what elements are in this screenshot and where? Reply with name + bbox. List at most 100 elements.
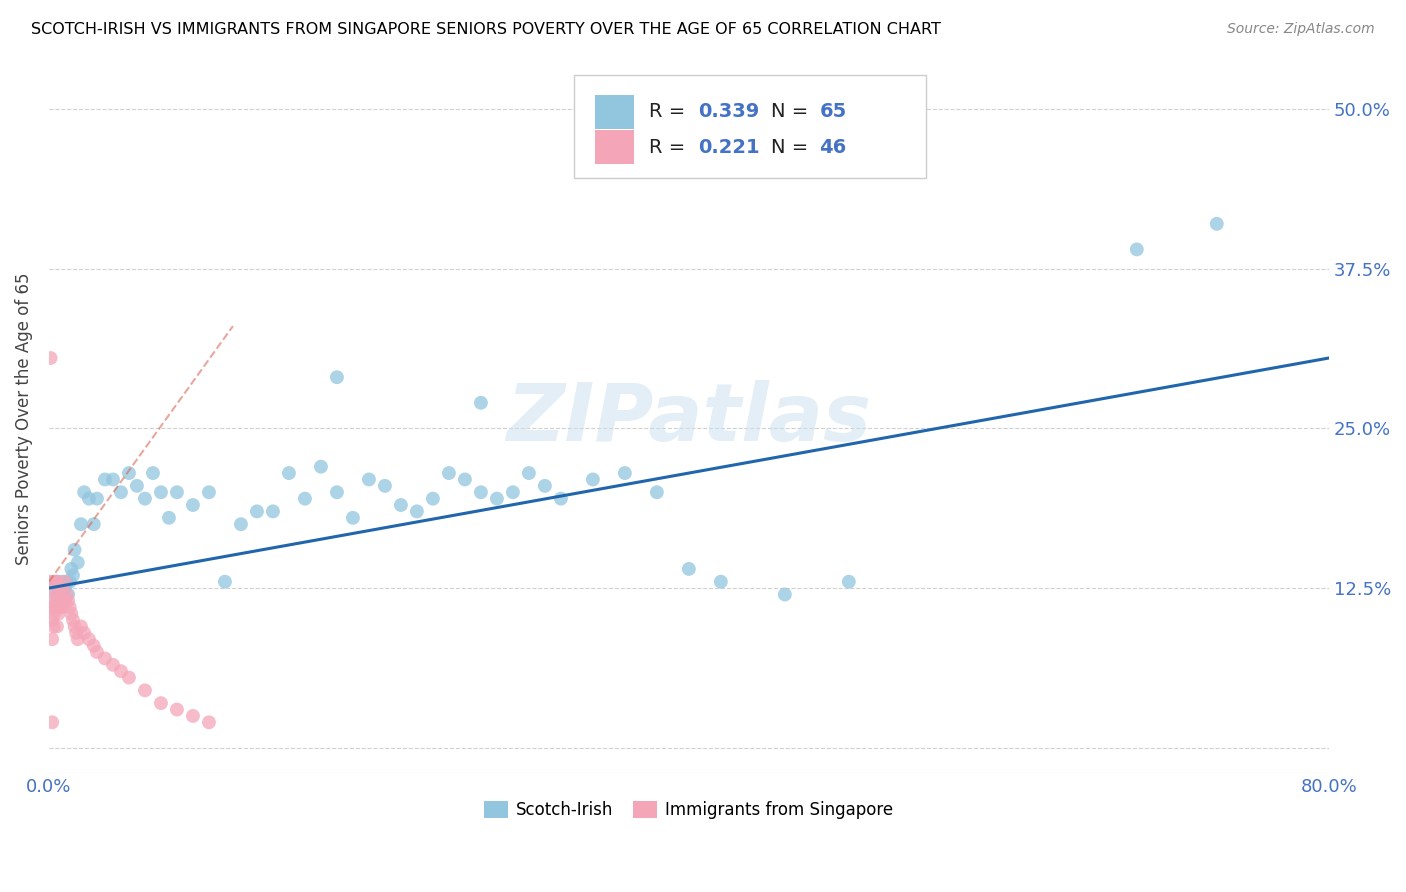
Point — [42, 574, 65, 589]
Text: N =: N = — [770, 103, 814, 121]
Point — [326, 485, 349, 500]
Point — [49, 594, 72, 608]
Point — [48, 587, 70, 601]
Point — [51, 600, 73, 615]
Point — [59, 600, 82, 615]
Point — [60, 562, 83, 576]
Point — [309, 459, 332, 474]
Point — [326, 370, 349, 384]
Point — [46, 574, 69, 589]
Point — [59, 574, 82, 589]
Text: 0.221: 0.221 — [697, 137, 759, 157]
Point — [181, 498, 204, 512]
Point — [198, 485, 221, 500]
Point — [53, 581, 76, 595]
Point — [56, 587, 79, 601]
Point — [41, 613, 63, 627]
Point — [42, 607, 65, 621]
Point — [437, 466, 460, 480]
Text: ZIPatlas: ZIPatlas — [506, 380, 872, 458]
Point — [42, 619, 65, 633]
Text: 46: 46 — [820, 137, 846, 157]
Point — [149, 485, 172, 500]
Point — [63, 619, 86, 633]
Legend: Scotch-Irish, Immigrants from Singapore: Scotch-Irish, Immigrants from Singapore — [478, 794, 900, 825]
Point — [149, 696, 172, 710]
Text: R =: R = — [650, 137, 692, 157]
Point — [39, 594, 62, 608]
Point — [49, 587, 72, 601]
Point — [502, 485, 524, 500]
Point — [485, 491, 508, 506]
Point — [101, 473, 124, 487]
Point — [94, 473, 117, 487]
Point — [44, 574, 66, 589]
Point — [77, 632, 100, 647]
Point — [550, 491, 572, 506]
Point — [773, 587, 796, 601]
Point — [229, 517, 252, 532]
Point — [53, 594, 76, 608]
Point — [470, 396, 492, 410]
Text: 0.339: 0.339 — [697, 103, 759, 121]
Point — [44, 600, 66, 615]
Point — [134, 491, 156, 506]
Point — [94, 651, 117, 665]
Point — [86, 491, 108, 506]
Point — [157, 510, 180, 524]
Point — [39, 574, 62, 589]
Text: 65: 65 — [820, 103, 846, 121]
Point — [357, 473, 380, 487]
Y-axis label: Seniors Poverty Over the Age of 65: Seniors Poverty Over the Age of 65 — [15, 272, 32, 565]
Point — [39, 351, 62, 365]
Point — [534, 479, 557, 493]
Point — [51, 581, 73, 595]
Point — [70, 619, 93, 633]
Point — [70, 517, 93, 532]
Point — [125, 479, 148, 493]
Point — [46, 619, 69, 633]
Point — [73, 625, 96, 640]
Point — [60, 607, 83, 621]
Point — [62, 568, 84, 582]
Point — [454, 473, 477, 487]
Point — [51, 574, 73, 589]
Point — [52, 594, 75, 608]
Point — [645, 485, 668, 500]
Point — [52, 587, 75, 601]
Point — [55, 587, 77, 601]
Point — [389, 498, 412, 512]
Point — [73, 485, 96, 500]
Point — [46, 574, 69, 589]
Point — [246, 504, 269, 518]
Point — [77, 491, 100, 506]
Point — [710, 574, 733, 589]
Point — [214, 574, 236, 589]
Point — [55, 574, 77, 589]
Point — [470, 485, 492, 500]
Point — [118, 671, 141, 685]
Point — [110, 664, 132, 678]
Point — [53, 574, 76, 589]
Point — [406, 504, 429, 518]
Point — [181, 709, 204, 723]
Point — [48, 581, 70, 595]
Point — [118, 466, 141, 480]
Point — [678, 562, 700, 576]
Point — [46, 594, 69, 608]
Point — [49, 600, 72, 615]
Point — [44, 587, 66, 601]
Point — [56, 594, 79, 608]
Point — [83, 517, 105, 532]
Point — [134, 683, 156, 698]
Point — [342, 510, 364, 524]
Text: N =: N = — [770, 137, 814, 157]
Point — [42, 581, 65, 595]
Text: R =: R = — [650, 103, 692, 121]
Point — [110, 485, 132, 500]
Point — [41, 600, 63, 615]
Point — [66, 556, 89, 570]
Point — [66, 632, 89, 647]
Point — [517, 466, 540, 480]
Point — [41, 715, 63, 730]
